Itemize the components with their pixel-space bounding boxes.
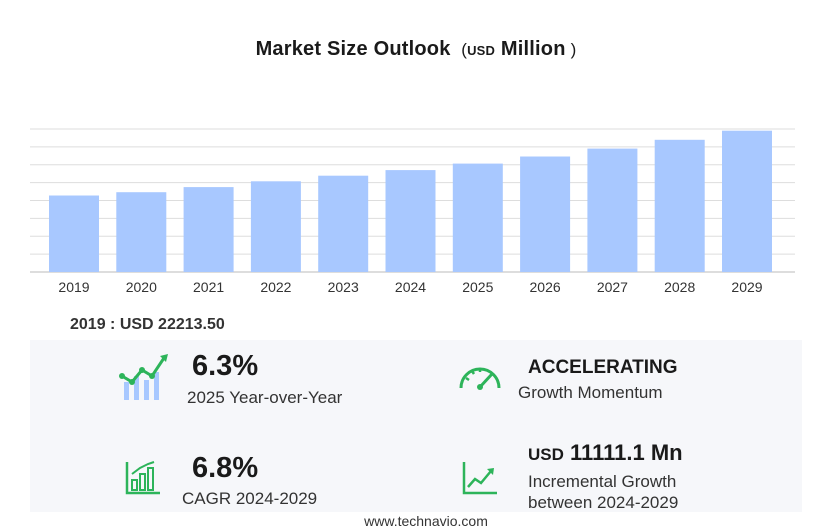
bar-2019 bbox=[49, 195, 99, 272]
momentum-value: ACCELERATING bbox=[528, 357, 678, 378]
x-tick-label-2021: 2021 bbox=[193, 279, 224, 295]
bar-2022 bbox=[250, 181, 301, 272]
bar-2024 bbox=[385, 170, 436, 272]
bar-2025 bbox=[452, 163, 503, 272]
bar-2021 bbox=[183, 187, 234, 272]
x-tick-label-2024: 2024 bbox=[395, 279, 426, 295]
footer-url: www.technavio.com bbox=[364, 513, 488, 529]
title-paren-open: ( bbox=[456, 40, 468, 59]
x-tick-label-2022: 2022 bbox=[260, 279, 291, 295]
chart-bars bbox=[49, 130, 772, 272]
x-tick-label-2020: 2020 bbox=[126, 279, 157, 295]
incremental-amount: 11111.1 Mn bbox=[570, 440, 683, 465]
cagr-value: 6.8% bbox=[192, 452, 259, 484]
x-tick-label-2025: 2025 bbox=[462, 279, 493, 295]
yoy-value: 6.3% bbox=[192, 350, 259, 382]
trend-up-icon bbox=[462, 462, 497, 495]
x-tick-label-2028: 2028 bbox=[664, 279, 695, 295]
base-year-value: 2019 : USD 22213.50 bbox=[70, 316, 225, 333]
chart-x-ticks: 2019 2020 2021 2022 2023 2024 2025 2026 2027 2028… bbox=[58, 279, 762, 295]
bar-2028 bbox=[654, 139, 705, 272]
momentum-label: Growth Momentum bbox=[518, 383, 663, 402]
speedometer-icon bbox=[459, 367, 501, 390]
incremental-label-2: between 2024-2029 bbox=[528, 493, 679, 512]
bar-2027 bbox=[587, 148, 638, 272]
bar-line-chart-icon bbox=[119, 354, 168, 400]
title-paren-close: ) bbox=[565, 40, 577, 59]
cagr-label: CAGR 2024-2029 bbox=[182, 489, 318, 508]
x-tick-label-2019: 2019 bbox=[58, 279, 89, 295]
title-unit-prefix: USD bbox=[467, 43, 496, 58]
bar-2023 bbox=[318, 175, 369, 272]
title-main: Market Size Outlook bbox=[255, 38, 451, 60]
incremental-currency: USD bbox=[528, 445, 564, 464]
incremental-label-1: Incremental Growth bbox=[528, 472, 677, 491]
market-size-bar-chart: 2019 2020 2021 2022 2023 2024 2025 2026 2027 2028… bbox=[30, 128, 795, 295]
x-tick-label-2023: 2023 bbox=[328, 279, 359, 295]
x-tick-label-2026: 2026 bbox=[530, 279, 561, 295]
x-tick-label-2029: 2029 bbox=[731, 279, 762, 295]
bar-2026 bbox=[520, 156, 571, 272]
chart-title: Market Size Outlook (USD Million ) bbox=[0, 38, 832, 61]
incremental-value: USD 11111.1 Mn bbox=[528, 440, 683, 466]
x-tick-label-2027: 2027 bbox=[597, 279, 628, 295]
bar-2029 bbox=[722, 130, 772, 272]
bar-chart-icon bbox=[125, 461, 160, 495]
yoy-label: 2025 Year-over-Year bbox=[187, 388, 343, 407]
bar-2020 bbox=[116, 192, 167, 272]
title-unit: Million bbox=[500, 38, 566, 60]
